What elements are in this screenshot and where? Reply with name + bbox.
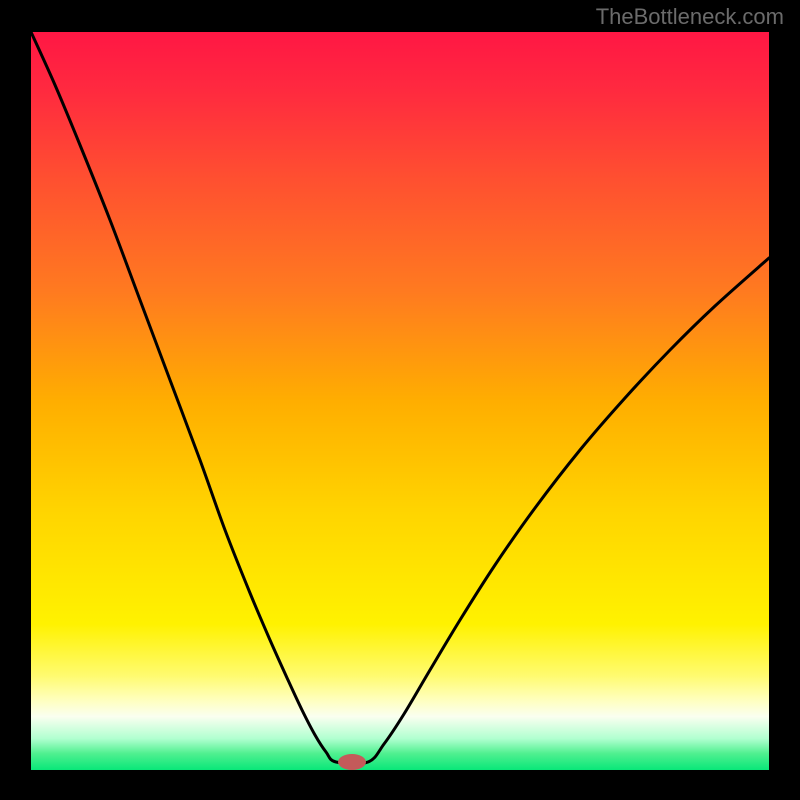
bottleneck-chart-svg	[0, 0, 800, 800]
watermark-text: TheBottleneck.com	[596, 4, 784, 30]
plot-gradient-rect	[31, 32, 769, 772]
optimal-point-marker	[338, 754, 366, 770]
bottleneck-chart-root: TheBottleneck.com	[0, 0, 800, 800]
